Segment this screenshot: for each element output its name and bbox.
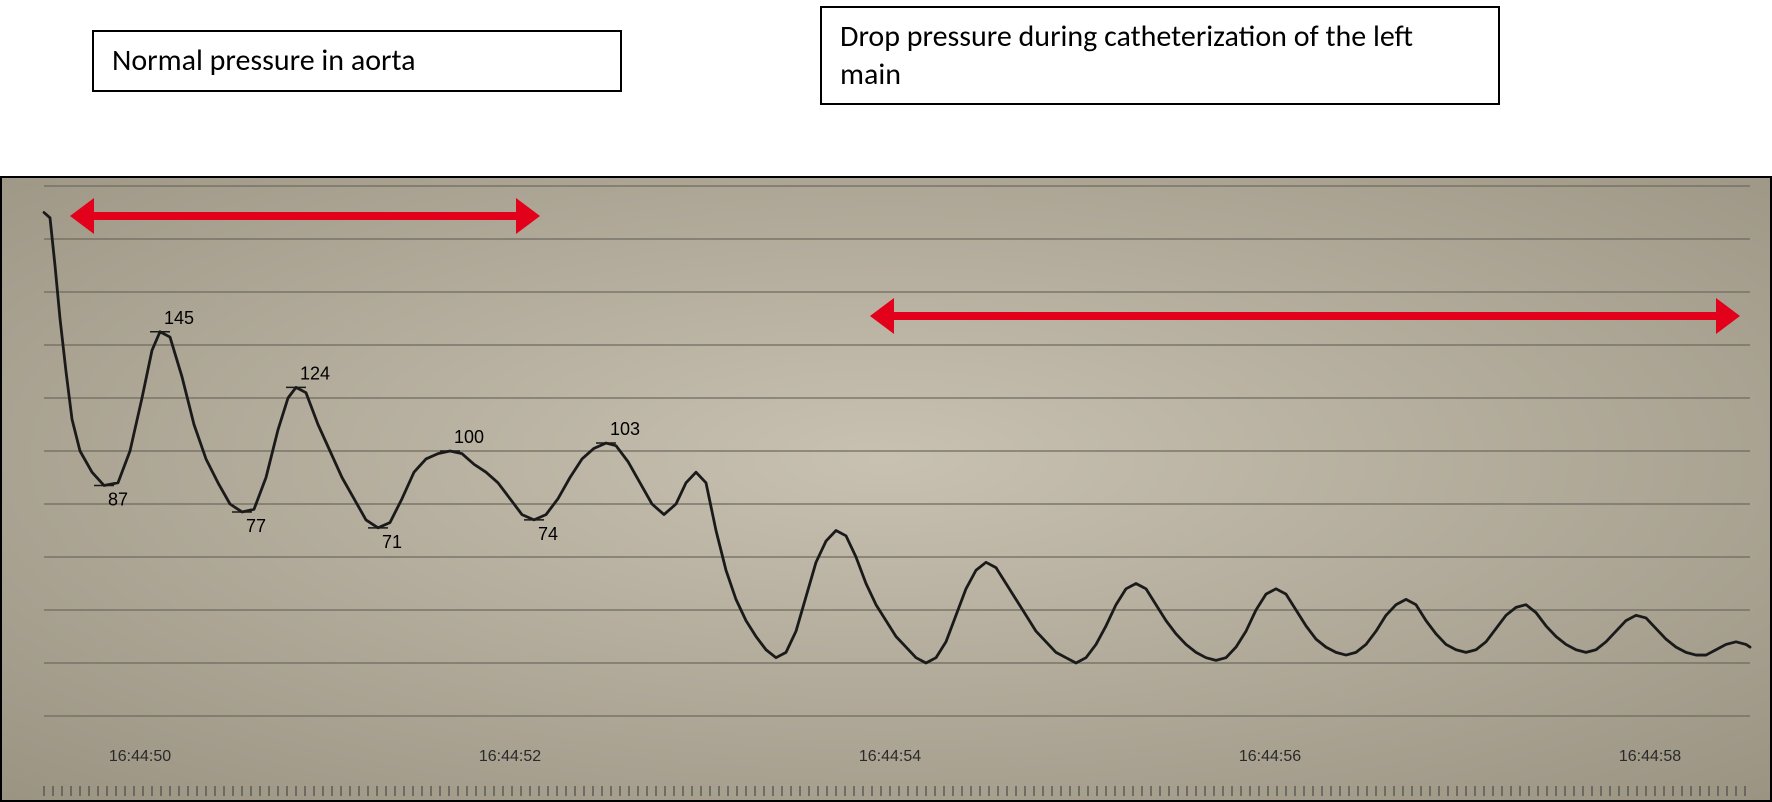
caption-normal-pressure: Normal pressure in aorta	[92, 30, 622, 92]
value-label: 124	[300, 363, 330, 383]
value-label: 77	[246, 516, 266, 536]
pressure-waveform-chart: 145 87 124 77 71 100 74 103 16:44:50 16:44:52 16:4…	[0, 176, 1772, 802]
value-label: 71	[382, 532, 402, 552]
x-tick-label: 16:44:56	[1239, 748, 1301, 765]
x-tick-label: 16:44:54	[859, 748, 921, 765]
x-tick-label: 16:44:50	[109, 748, 171, 765]
caption-drop-pressure-text: Drop pressure during catheterization of …	[840, 18, 1413, 93]
caption-normal-pressure-text: Normal pressure in aorta	[112, 42, 416, 79]
value-label: 103	[610, 419, 640, 439]
caption-drop-pressure: Drop pressure during catheterization of …	[820, 6, 1500, 105]
value-label: 100	[454, 427, 484, 447]
x-tick-label: 16:44:58	[1619, 748, 1681, 765]
value-label: 87	[108, 489, 128, 509]
x-tick-label: 16:44:52	[479, 748, 541, 765]
value-label: 145	[164, 308, 194, 328]
value-label: 74	[538, 524, 558, 544]
chart-svg: 145 87 124 77 71 100 74 103 16:44:50 16:44:52 16:4…	[0, 176, 1772, 802]
